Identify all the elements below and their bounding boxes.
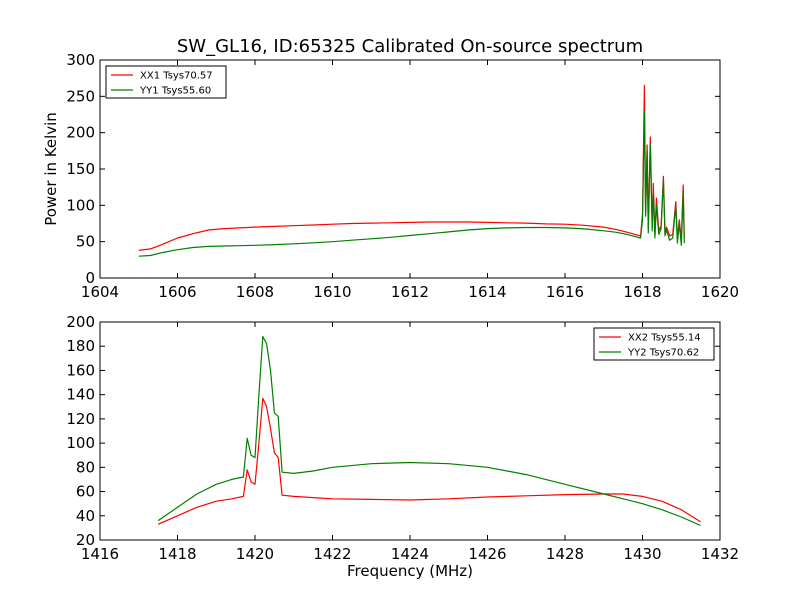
y-tick-label: 100 xyxy=(66,196,95,214)
legend-label: XX2 Tsys55.14 xyxy=(628,333,701,344)
legend-label: XX1 Tsys70.57 xyxy=(140,71,213,82)
series-line-1 xyxy=(138,84,685,251)
legend: XX2 Tsys55.14 YY2 Tsys70.62 xyxy=(593,327,715,361)
x-tick-label: 1616 xyxy=(546,283,584,301)
y-tick-label: 0 xyxy=(85,269,95,287)
series-line-2 xyxy=(157,335,701,527)
y-tick-label: 80 xyxy=(76,458,95,476)
y-tick-label: 20 xyxy=(76,531,95,549)
y-tick-label: 200 xyxy=(66,313,95,331)
x-tick-label: 1604 xyxy=(81,283,119,301)
y-tick-label: 160 xyxy=(66,361,95,379)
y-tick-label: 250 xyxy=(66,87,95,105)
x-tick-label: 1620 xyxy=(701,283,739,301)
series-line-2 xyxy=(138,110,685,257)
y-tick-label: 60 xyxy=(76,483,95,501)
x-tick-label: 1610 xyxy=(313,283,351,301)
y-tick-label: 180 xyxy=(66,337,95,355)
x-tick-label: 1416 xyxy=(81,545,119,563)
chart-bottom: 1416 1418 1420 1422 1424 1426 1428 1430 1432 20 40… xyxy=(66,313,739,580)
x-tick-label: 1420 xyxy=(236,545,274,563)
legend: XX1 Tsys70.57 YY1 Tsys55.60 xyxy=(105,65,227,99)
legend-box xyxy=(105,65,227,99)
x-tick-label: 1608 xyxy=(236,283,274,301)
x-tick-label: 1606 xyxy=(158,283,196,301)
y-axis-label: Power in Kelvin xyxy=(42,112,60,226)
y-tick-label: 100 xyxy=(66,434,95,452)
x-tick-label: 1426 xyxy=(468,545,506,563)
x-tick-label: 1618 xyxy=(623,283,661,301)
x-tick-label: 1422 xyxy=(313,545,351,563)
x-tick-label: 1418 xyxy=(158,545,196,563)
legend-label: YY1 Tsys55.60 xyxy=(139,86,211,97)
y-tick-label: 40 xyxy=(76,507,95,525)
x-tick-label: 1424 xyxy=(391,545,429,563)
legend-label: YY2 Tsys70.62 xyxy=(627,348,699,359)
y-tick-label: 200 xyxy=(66,124,95,142)
x-tick-label: 1430 xyxy=(623,545,661,563)
figure-title: SW_GL16, ID:65325 Calibrated On-source s… xyxy=(177,36,643,57)
x-tick-label: 1428 xyxy=(546,545,584,563)
y-tick-label: 120 xyxy=(66,410,95,428)
y-tick-label: 300 xyxy=(66,51,95,69)
y-tick-label: 140 xyxy=(66,386,95,404)
x-tick-label: 1614 xyxy=(468,283,506,301)
y-tick-label: 50 xyxy=(76,233,95,251)
x-tick-label: 1612 xyxy=(391,283,429,301)
y-tick-label: 150 xyxy=(66,160,95,178)
chart-top: 1604 1606 1608 1610 1612 1614 1616 1618 1620 0 50 1… xyxy=(42,51,739,301)
x-axis-label: Frequency (MHz) xyxy=(347,562,473,580)
x-tick-label: 1432 xyxy=(701,545,739,563)
legend-box xyxy=(593,327,715,361)
